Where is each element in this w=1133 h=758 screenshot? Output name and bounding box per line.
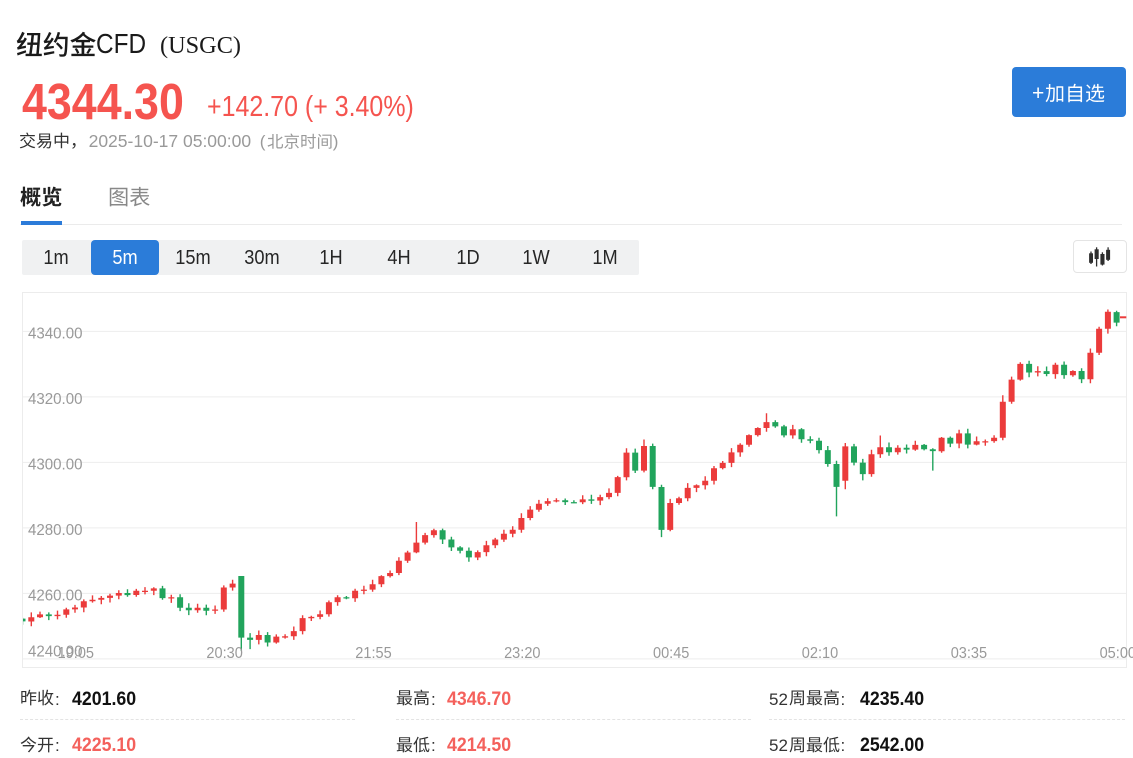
svg-text:4280.00: 4280.00: [28, 522, 83, 539]
svg-text:23:20: 23:20: [504, 645, 540, 663]
svg-text:03:35: 03:35: [951, 645, 987, 663]
svg-text:05:00: 05:00: [1100, 645, 1133, 663]
svg-text:4300.00: 4300.00: [28, 456, 83, 473]
svg-text:19:05: 19:05: [58, 645, 94, 663]
svg-text:4320.00: 4320.00: [28, 391, 83, 408]
svg-text:4260.00: 4260.00: [28, 587, 83, 604]
svg-text:02:10: 02:10: [802, 645, 838, 663]
svg-text:4240.00: 4240.00: [28, 644, 83, 661]
svg-text:4340.00: 4340.00: [28, 325, 83, 342]
svg-text:21:55: 21:55: [355, 645, 391, 663]
svg-text:00:45: 00:45: [653, 645, 689, 663]
svg-text:20:30: 20:30: [206, 645, 242, 663]
